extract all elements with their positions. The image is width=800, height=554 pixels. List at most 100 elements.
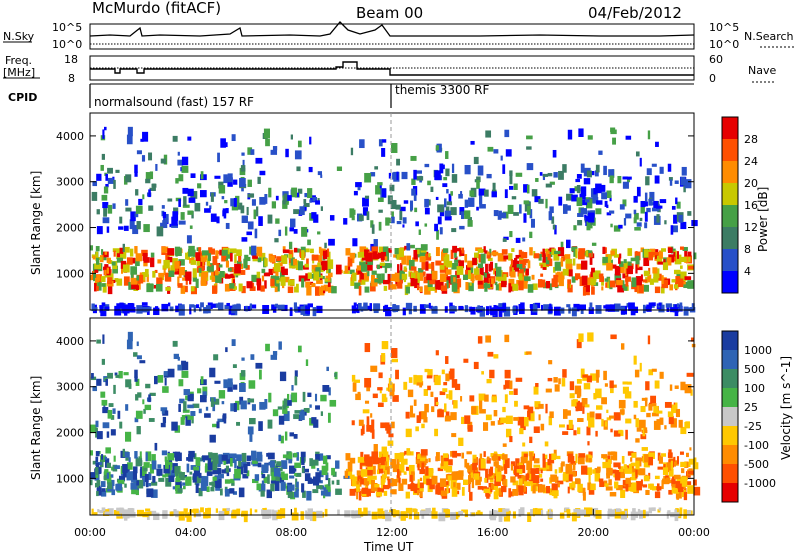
data-cell bbox=[405, 286, 410, 294]
cpid-label: CPID bbox=[8, 91, 37, 104]
data-cell bbox=[440, 490, 447, 497]
data-cell bbox=[106, 267, 109, 274]
data-cell bbox=[311, 282, 316, 288]
data-cell bbox=[134, 369, 138, 379]
data-cell bbox=[525, 268, 529, 276]
data-cell bbox=[125, 199, 129, 206]
data-cell bbox=[468, 197, 475, 207]
data-cell bbox=[414, 266, 417, 274]
data-cell bbox=[148, 394, 151, 403]
data-cell bbox=[547, 254, 551, 261]
data-cell bbox=[379, 488, 385, 493]
data-cell bbox=[204, 466, 210, 473]
data-cell bbox=[294, 376, 298, 386]
data-cell bbox=[451, 283, 458, 292]
data-cell bbox=[289, 465, 296, 474]
data-cell bbox=[303, 265, 309, 270]
data-cell bbox=[500, 417, 507, 424]
data-cell bbox=[405, 466, 412, 471]
data-cell bbox=[443, 177, 448, 181]
data-cell bbox=[480, 253, 486, 264]
data-cell bbox=[460, 191, 463, 197]
data-cell bbox=[569, 512, 572, 517]
data-cell bbox=[123, 276, 130, 286]
nave-tick-bottom: 0 bbox=[709, 72, 716, 85]
data-cell bbox=[259, 401, 266, 410]
data-cell bbox=[217, 473, 224, 479]
data-cell bbox=[591, 242, 597, 246]
data-cell bbox=[156, 277, 163, 285]
data-cell bbox=[484, 250, 488, 254]
data-cell bbox=[225, 208, 229, 214]
data-cell bbox=[622, 381, 628, 385]
data-cell bbox=[256, 278, 262, 286]
data-cell bbox=[177, 159, 184, 166]
data-cell bbox=[493, 210, 499, 217]
data-cell bbox=[142, 252, 148, 261]
data-cell bbox=[224, 274, 231, 279]
data-cell bbox=[265, 138, 270, 147]
data-cell bbox=[134, 164, 138, 174]
data-cell bbox=[675, 305, 683, 312]
data-cell bbox=[687, 251, 692, 257]
data-cell bbox=[610, 129, 617, 135]
data-cell bbox=[118, 370, 123, 379]
data-cell bbox=[647, 130, 651, 140]
data-cell bbox=[352, 477, 357, 487]
data-cell bbox=[406, 243, 411, 251]
data-cell bbox=[507, 204, 514, 214]
data-cell bbox=[599, 481, 605, 488]
data-cell bbox=[585, 250, 589, 257]
data-cell bbox=[126, 462, 133, 470]
colorbar-swatch bbox=[722, 183, 738, 206]
data-cell bbox=[436, 143, 442, 153]
data-cell bbox=[272, 409, 279, 417]
data-cell bbox=[190, 411, 196, 416]
data-cell bbox=[277, 406, 283, 410]
data-cell bbox=[596, 405, 603, 410]
x-tick-label: 00:00 bbox=[74, 526, 106, 539]
data-cell bbox=[493, 461, 497, 467]
data-cell bbox=[475, 479, 481, 486]
data-cell bbox=[518, 303, 522, 312]
data-cell bbox=[234, 254, 237, 264]
data-cell bbox=[427, 369, 433, 377]
data-cell bbox=[678, 419, 683, 428]
data-cell bbox=[171, 421, 178, 431]
data-cell bbox=[622, 280, 625, 289]
data-cell bbox=[314, 393, 318, 402]
data-cell bbox=[527, 260, 531, 269]
data-cell bbox=[361, 487, 369, 494]
data-cell bbox=[552, 224, 556, 230]
data-cell bbox=[611, 264, 617, 269]
data-cell bbox=[301, 250, 305, 260]
data-cell bbox=[105, 173, 108, 181]
data-cell bbox=[270, 278, 275, 287]
data-cell bbox=[562, 431, 569, 435]
data-cell bbox=[308, 166, 313, 173]
data-cell bbox=[673, 284, 679, 289]
data-cell bbox=[437, 409, 444, 418]
data-cell bbox=[185, 476, 192, 486]
data-cell bbox=[656, 486, 662, 491]
data-cell bbox=[483, 422, 489, 431]
data-cell bbox=[438, 512, 446, 522]
data-cell bbox=[693, 252, 697, 260]
data-cell bbox=[636, 186, 641, 197]
data-cell bbox=[197, 183, 202, 189]
y-tick-label: 2000 bbox=[56, 222, 84, 235]
data-cell bbox=[509, 491, 514, 497]
data-cell bbox=[328, 387, 331, 396]
data-cell bbox=[474, 252, 480, 259]
data-cell bbox=[327, 487, 331, 492]
data-cell bbox=[640, 434, 647, 440]
data-cell bbox=[531, 189, 538, 197]
data-cell bbox=[644, 397, 648, 407]
data-cell bbox=[417, 272, 424, 281]
data-cell bbox=[104, 269, 107, 276]
data-cell bbox=[385, 262, 392, 269]
data-cell bbox=[505, 149, 512, 157]
data-cell bbox=[96, 209, 100, 215]
data-cell bbox=[602, 461, 609, 469]
data-cell bbox=[558, 467, 563, 473]
